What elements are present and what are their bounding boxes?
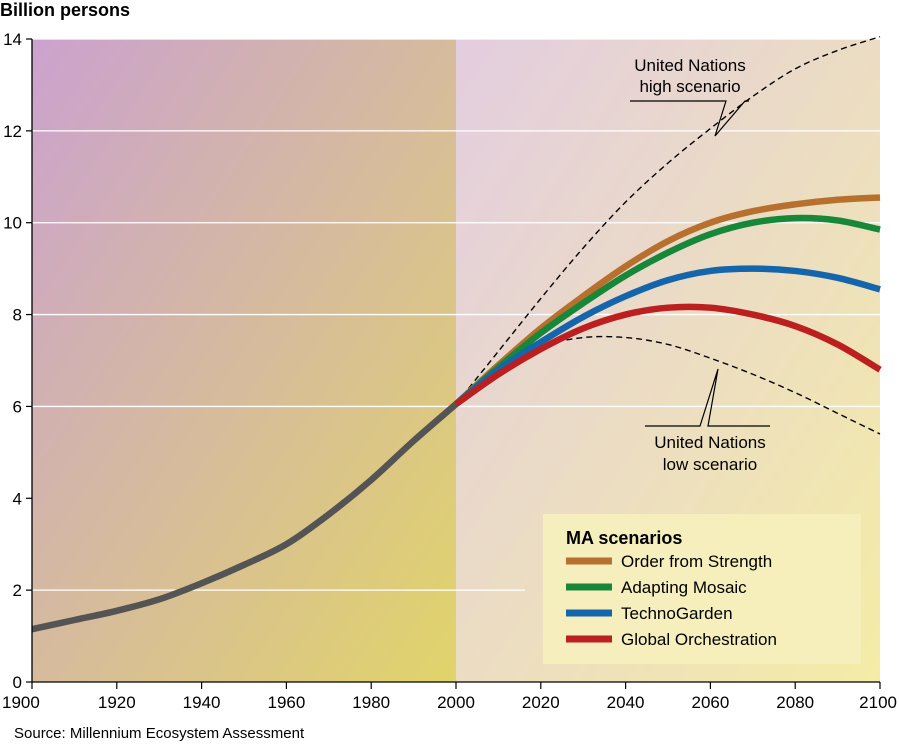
x-tick-label: 1940 bbox=[183, 693, 221, 712]
legend-label: Adapting Mosaic bbox=[621, 578, 747, 597]
x-tick-label: 1900 bbox=[2, 693, 40, 712]
y-tick-label: 10 bbox=[3, 214, 22, 233]
y-tick-label: 0 bbox=[13, 673, 22, 692]
legend-label: Order from Strength bbox=[621, 552, 772, 571]
un-low-callout-line bbox=[645, 368, 770, 427]
historical-series bbox=[31, 401, 459, 633]
y-tick-label: 8 bbox=[13, 306, 22, 325]
y-tick-label: 12 bbox=[3, 122, 22, 141]
y-tick-label: 4 bbox=[13, 489, 22, 508]
historical-population-line bbox=[31, 401, 459, 633]
legend-label: TechnoGarden bbox=[621, 604, 733, 623]
un-high-label-line2: high scenario bbox=[639, 77, 740, 96]
un-high-label-line1: United Nations bbox=[634, 56, 746, 75]
un-low-label-line2: low scenario bbox=[663, 455, 758, 474]
x-tick-label: 2020 bbox=[522, 693, 560, 712]
y-tick-label: 6 bbox=[13, 397, 22, 416]
y-axis-label: Billion persons bbox=[0, 0, 130, 20]
y-tick-label: 2 bbox=[13, 581, 22, 600]
legend-title: MA scenarios bbox=[566, 528, 682, 548]
series-line-technogarden bbox=[453, 265, 881, 407]
y-tick-label: 14 bbox=[3, 30, 22, 49]
series-line-global-orchestration bbox=[454, 303, 882, 407]
scenario-series bbox=[453, 194, 882, 407]
x-axis-ticks: 1900 1920 1940 1960 1980 2000 2020 2040 2060 2080… bbox=[2, 682, 897, 712]
un-high-scenario-line bbox=[455, 36, 881, 405]
x-tick-label: 2080 bbox=[776, 693, 814, 712]
x-tick-label: 2060 bbox=[691, 693, 729, 712]
x-tick-label: 1960 bbox=[267, 693, 305, 712]
y-axis-ticks: 0 2 4 6 8 10 12 14 bbox=[3, 30, 32, 692]
un-low-annotation: United Nations low scenario bbox=[645, 368, 770, 474]
x-tick-label: 2040 bbox=[607, 693, 645, 712]
series-line-adapting-mosaic bbox=[453, 214, 881, 407]
x-tick-label: 2100 bbox=[859, 693, 897, 712]
x-tick-label: 2000 bbox=[437, 693, 475, 712]
x-tick-label: 1980 bbox=[352, 693, 390, 712]
un-high-callout-line bbox=[630, 100, 749, 137]
legend-label: Global Orchestration bbox=[621, 630, 777, 649]
historical-period-background bbox=[32, 39, 456, 682]
legend: MA scenarios Order from Strength Adapting… bbox=[543, 514, 861, 664]
un-low-label-line1: United Nations bbox=[654, 433, 766, 452]
x-tick-label: 1920 bbox=[98, 693, 136, 712]
un-high-annotation: United Nations high scenario bbox=[630, 56, 749, 137]
source-note: Source: Millennium Ecosystem Assessment bbox=[14, 725, 305, 742]
